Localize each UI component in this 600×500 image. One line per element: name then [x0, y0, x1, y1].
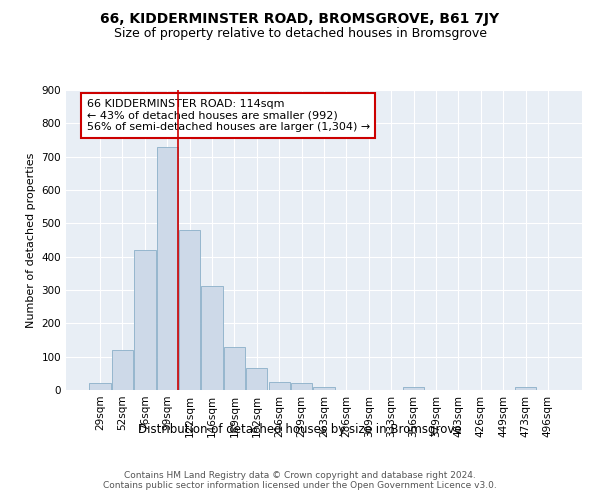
Bar: [157, 146, 178, 390]
Y-axis label: Number of detached properties: Number of detached properties: [26, 152, 36, 328]
Bar: [291, 384, 312, 390]
Bar: [134, 250, 155, 390]
Text: 66 KIDDERMINSTER ROAD: 114sqm
← 43% of detached houses are smaller (992)
56% of : 66 KIDDERMINSTER ROAD: 114sqm ← 43% of d…: [86, 99, 370, 132]
Bar: [269, 382, 290, 390]
Bar: [515, 386, 536, 390]
Bar: [403, 388, 424, 390]
Bar: [313, 386, 335, 390]
Bar: [179, 230, 200, 390]
Text: Size of property relative to detached houses in Bromsgrove: Size of property relative to detached ho…: [113, 28, 487, 40]
Text: Distribution of detached houses by size in Bromsgrove: Distribution of detached houses by size …: [138, 422, 462, 436]
Text: Contains HM Land Registry data © Crown copyright and database right 2024.
Contai: Contains HM Land Registry data © Crown c…: [103, 470, 497, 490]
Text: 66, KIDDERMINSTER ROAD, BROMSGROVE, B61 7JY: 66, KIDDERMINSTER ROAD, BROMSGROVE, B61 …: [100, 12, 500, 26]
Bar: [246, 368, 268, 390]
Bar: [89, 384, 111, 390]
Bar: [112, 350, 133, 390]
Bar: [202, 286, 223, 390]
Bar: [224, 346, 245, 390]
